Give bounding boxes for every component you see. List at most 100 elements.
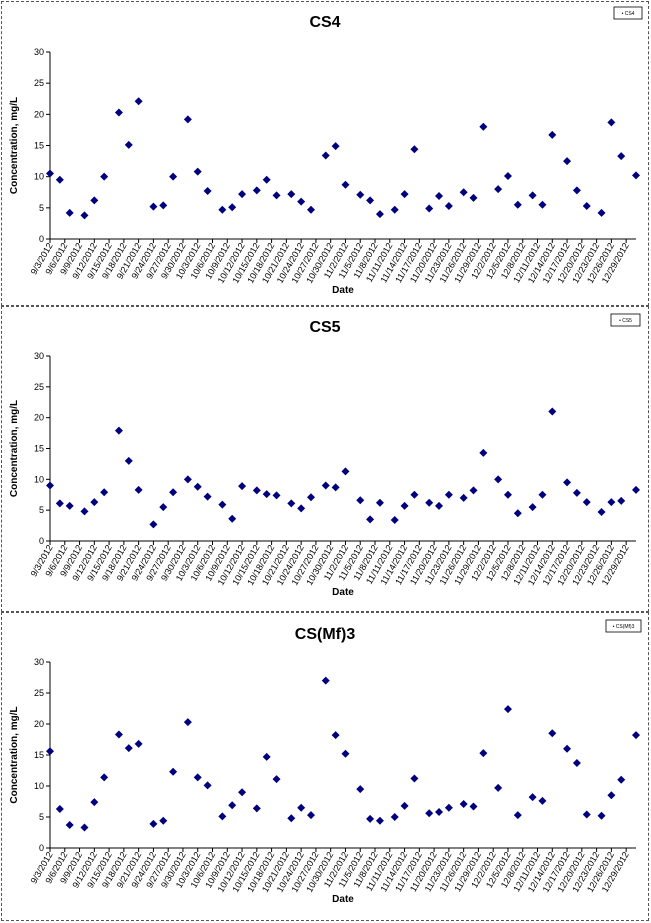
data-point — [159, 503, 168, 512]
data-point — [617, 775, 626, 784]
data-point — [400, 501, 409, 510]
data-point — [607, 118, 616, 127]
data-point — [513, 811, 522, 820]
y-tick-label: 15 — [34, 750, 44, 760]
data-point — [100, 488, 109, 497]
y-tick-label: 15 — [34, 444, 44, 454]
y-tick-label: 15 — [34, 141, 44, 151]
data-point — [46, 169, 54, 178]
data-point — [203, 492, 212, 501]
data-point — [390, 813, 399, 821]
data-point — [572, 186, 581, 195]
data-point — [632, 171, 640, 180]
chart-panel-cs5: CS5 • CS5 0 5 10 15 20 25 30 9/3/2012 9/6/2012 9/9/… — [0, 306, 651, 612]
data-point — [134, 739, 143, 748]
data-point — [193, 482, 202, 491]
data-point — [149, 520, 158, 529]
data-point — [366, 515, 375, 524]
chart-svg: CS(Mf)3 • CS(Mf)30510152025309/3/20129/6/… — [9, 619, 642, 905]
data-point — [331, 142, 340, 151]
data-point — [563, 157, 572, 166]
data-point — [400, 190, 409, 199]
data-point — [632, 731, 640, 740]
data-point — [563, 744, 572, 753]
data-point — [582, 498, 591, 507]
data-point — [341, 467, 350, 476]
data-point — [607, 498, 616, 507]
legend-label: • CS5 — [619, 318, 632, 324]
data-point — [513, 200, 522, 209]
data-point — [582, 201, 591, 210]
data-point — [124, 140, 133, 149]
data-point — [287, 190, 296, 199]
data-point — [410, 490, 419, 499]
data-point — [435, 501, 444, 510]
data-point — [444, 201, 453, 210]
data-point — [572, 759, 581, 768]
data-point — [114, 426, 123, 435]
data-point — [306, 205, 315, 214]
data-point — [390, 205, 399, 214]
data-point — [169, 172, 178, 181]
data-point — [444, 803, 453, 812]
data-point — [90, 498, 99, 507]
data-point — [159, 201, 168, 210]
data-point — [548, 407, 557, 416]
data-point — [548, 729, 557, 738]
y-tick-label: 30 — [34, 47, 44, 57]
data-point — [262, 175, 271, 184]
data-point — [572, 488, 581, 497]
y-tick-label: 20 — [34, 413, 44, 423]
y-tick-label: 20 — [34, 109, 44, 119]
data-point — [65, 821, 74, 830]
chart-svg: CS4 • CS40510152025309/3/20129/6/20129/9/… — [9, 6, 643, 296]
legend-label: • CS(Mf)3 — [613, 624, 635, 630]
x-axis-label: Date — [332, 587, 354, 598]
data-point — [607, 791, 616, 800]
data-point — [582, 810, 591, 819]
data-point — [183, 115, 192, 124]
data-point — [169, 767, 178, 776]
data-point — [306, 811, 315, 820]
data-point — [494, 185, 503, 194]
data-point — [193, 167, 202, 176]
data-point — [494, 475, 503, 484]
data-point — [124, 456, 133, 465]
data-point — [563, 478, 572, 487]
data-point — [548, 130, 557, 139]
data-point — [193, 773, 202, 782]
legend-box — [605, 619, 642, 633]
y-tick-label: 0 — [39, 536, 44, 546]
chart-title: CS4 — [309, 14, 340, 31]
data-point — [159, 816, 168, 825]
data-point — [597, 508, 606, 517]
y-tick-label: 10 — [34, 474, 44, 484]
data-point — [410, 774, 419, 783]
data-point — [100, 773, 109, 782]
y-axis-label: Concentration, mg/L — [9, 97, 20, 194]
data-point — [65, 501, 74, 510]
data-point — [375, 816, 384, 825]
data-point — [80, 507, 89, 516]
data-point — [503, 490, 512, 499]
data-point — [444, 490, 453, 499]
data-point — [469, 802, 478, 811]
data-point — [503, 172, 512, 181]
data-point — [149, 202, 158, 211]
y-tick-label: 5 — [39, 505, 44, 515]
data-point — [425, 809, 434, 818]
data-point — [341, 180, 350, 189]
data-point — [469, 486, 478, 495]
data-point — [513, 509, 522, 518]
data-point — [114, 730, 123, 739]
data-point — [55, 499, 64, 508]
data-point — [632, 485, 640, 494]
data-point — [203, 187, 212, 196]
chart-border — [1, 1, 649, 306]
y-tick-label: 25 — [34, 78, 44, 88]
y-tick-label: 10 — [34, 172, 44, 182]
y-tick-label: 5 — [39, 203, 44, 213]
chart-title: CS(Mf)3 — [295, 626, 356, 643]
data-point — [55, 804, 64, 813]
data-point — [425, 204, 434, 213]
